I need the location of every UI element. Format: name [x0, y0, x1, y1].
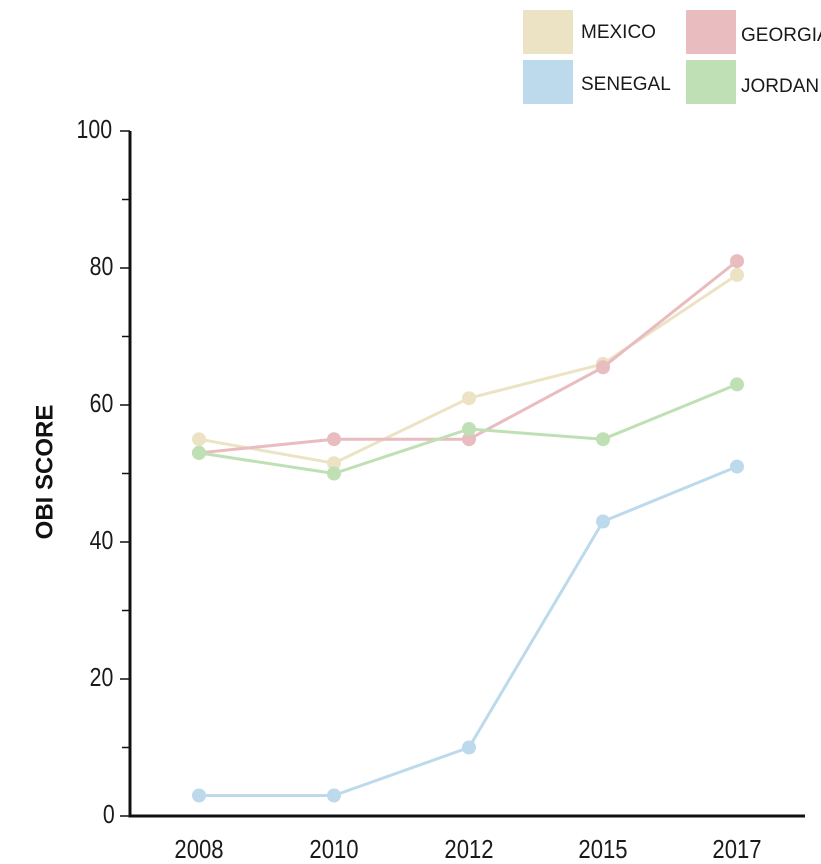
data-point — [327, 456, 341, 471]
data-point — [462, 422, 476, 436]
y-tick-label: 40 — [90, 526, 114, 556]
legend-label: GEORGIA — [741, 25, 821, 46]
data-point — [192, 788, 206, 803]
legend-swatch — [523, 60, 573, 104]
x-tick-label: 2008 — [174, 835, 223, 864]
series-senegal — [192, 459, 744, 803]
y-tick-label: 60 — [90, 389, 114, 419]
data-point — [596, 514, 610, 529]
y-axis-title: OBI SCORE — [31, 405, 58, 540]
y-tick-label: 100 — [77, 115, 113, 145]
legend-item-jordan: JORDAN — [686, 60, 819, 104]
data-point — [462, 391, 476, 406]
legend-item-senegal: SENEGAL — [523, 60, 671, 104]
series-layer — [192, 254, 744, 803]
data-point — [730, 377, 744, 392]
legend-swatch — [686, 10, 736, 54]
x-tick-label: 2012 — [444, 835, 493, 864]
x-tick-label: 2010 — [309, 835, 358, 864]
y-tick-label: 0 — [103, 800, 115, 830]
data-point — [730, 254, 744, 269]
legend-item-georgia: GEORGIA — [686, 10, 821, 54]
axes: 0 20 40 60 80 100 2008 2010 2012 2015 2017 — [77, 115, 805, 864]
legend-item-mexico: MEXICO — [523, 10, 656, 54]
data-point — [730, 267, 744, 282]
data-point — [462, 432, 476, 447]
legend-label: MEXICO — [581, 22, 656, 43]
legend: MEXICO GEORGIA SENEGAL JORDAN — [523, 10, 821, 104]
x-tick-label: 2015 — [578, 835, 627, 864]
y-tick-label: 80 — [90, 252, 114, 282]
data-point — [192, 432, 206, 447]
series-mexico — [192, 267, 744, 471]
legend-label: SENEGAL — [581, 74, 671, 95]
data-point — [596, 432, 610, 447]
y-tick-label: 20 — [90, 663, 114, 693]
x-tick-label: 2017 — [712, 835, 761, 864]
data-point — [327, 466, 341, 481]
data-point — [192, 445, 206, 460]
legend-swatch — [523, 10, 573, 54]
legend-label: JORDAN — [741, 76, 819, 97]
data-point — [327, 788, 341, 803]
data-point — [730, 459, 744, 474]
data-point — [462, 740, 476, 755]
data-point — [327, 432, 341, 447]
legend-swatch — [686, 60, 736, 104]
series-jordan — [192, 377, 744, 481]
data-point — [596, 360, 610, 375]
